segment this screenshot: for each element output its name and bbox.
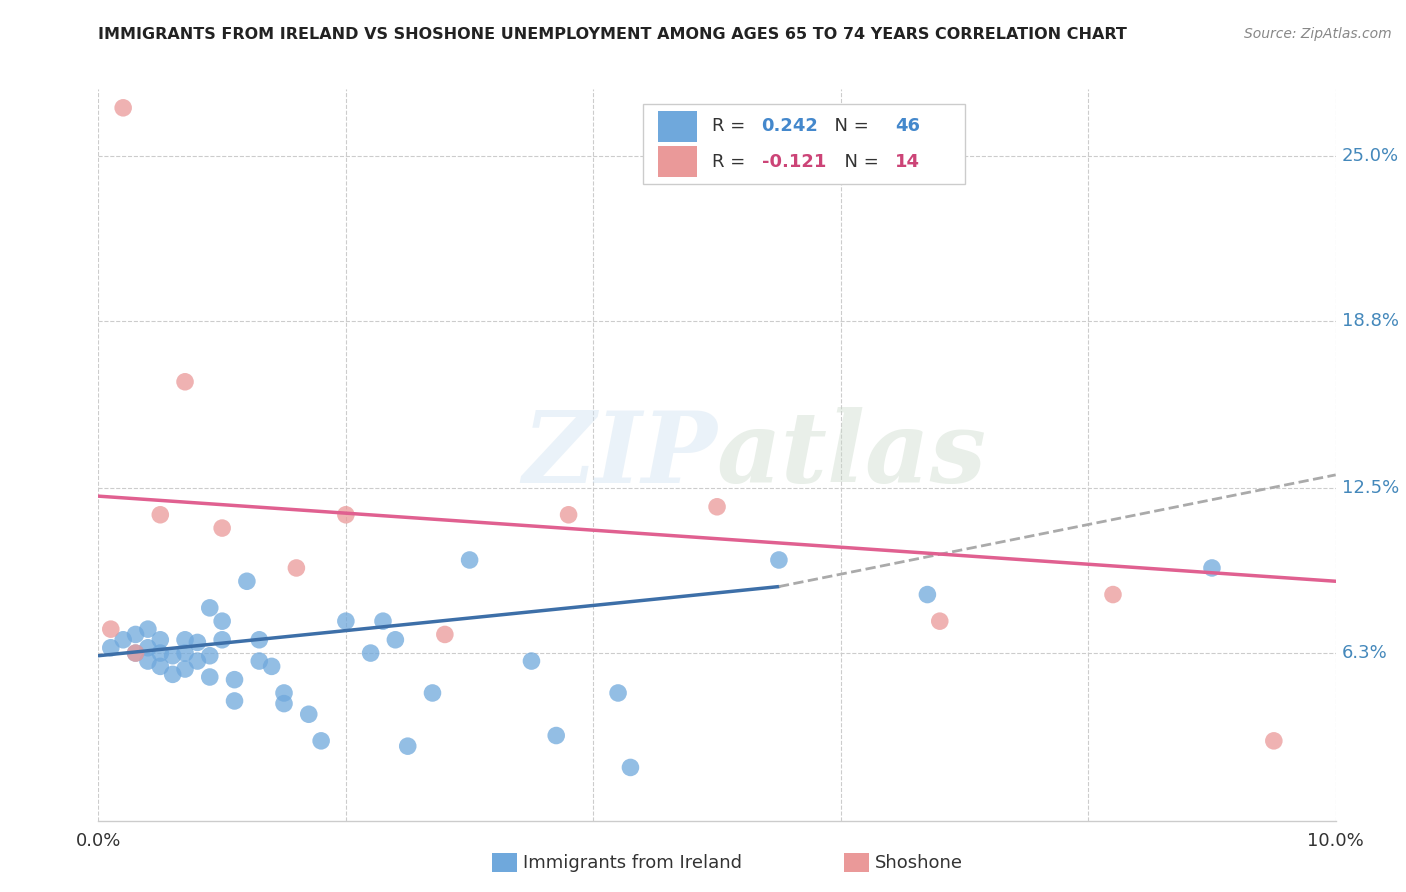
- Point: [149, 646, 172, 660]
- Point: [335, 614, 357, 628]
- Text: ZIP: ZIP: [522, 407, 717, 503]
- Point: [162, 667, 184, 681]
- Point: [557, 508, 579, 522]
- Point: [371, 614, 394, 628]
- Text: IMMIGRANTS FROM IRELAND VS SHOSHONE UNEMPLOYMENT AMONG AGES 65 TO 74 YEARS CORRE: IMMIGRANTS FROM IRELAND VS SHOSHONE UNEM…: [98, 27, 1128, 42]
- Point: [928, 614, 950, 628]
- Point: [273, 697, 295, 711]
- Point: [211, 632, 233, 647]
- Point: [520, 654, 543, 668]
- Point: [384, 632, 406, 647]
- Text: R =: R =: [711, 153, 751, 170]
- Point: [1263, 734, 1285, 748]
- Point: [174, 662, 197, 676]
- FancyBboxPatch shape: [658, 112, 697, 142]
- Text: 46: 46: [896, 118, 921, 136]
- Point: [224, 694, 246, 708]
- FancyBboxPatch shape: [658, 146, 697, 177]
- Point: [285, 561, 308, 575]
- Point: [149, 508, 172, 522]
- Point: [917, 588, 939, 602]
- Point: [335, 508, 357, 522]
- Text: 14: 14: [896, 153, 921, 170]
- Text: N =: N =: [834, 153, 884, 170]
- Point: [247, 632, 270, 647]
- Point: [112, 632, 135, 647]
- Point: [309, 734, 332, 748]
- Point: [236, 574, 259, 589]
- Point: [298, 707, 321, 722]
- Point: [100, 622, 122, 636]
- Point: [706, 500, 728, 514]
- Text: Shoshone: Shoshone: [875, 855, 963, 872]
- Text: 6.3%: 6.3%: [1341, 644, 1388, 662]
- Text: Source: ZipAtlas.com: Source: ZipAtlas.com: [1244, 27, 1392, 41]
- Point: [198, 648, 221, 663]
- Point: [124, 646, 146, 660]
- Point: [224, 673, 246, 687]
- Point: [100, 640, 122, 655]
- Text: 18.8%: 18.8%: [1341, 311, 1399, 330]
- Point: [174, 632, 197, 647]
- Text: N =: N =: [824, 118, 875, 136]
- Point: [174, 646, 197, 660]
- Point: [768, 553, 790, 567]
- Point: [360, 646, 382, 660]
- Text: Immigrants from Ireland: Immigrants from Ireland: [523, 855, 742, 872]
- Point: [1201, 561, 1223, 575]
- Point: [607, 686, 630, 700]
- Point: [1102, 588, 1125, 602]
- Point: [162, 648, 184, 663]
- Point: [124, 646, 146, 660]
- Point: [136, 640, 159, 655]
- Point: [112, 101, 135, 115]
- FancyBboxPatch shape: [643, 103, 965, 185]
- Point: [619, 760, 641, 774]
- Point: [422, 686, 444, 700]
- Text: 25.0%: 25.0%: [1341, 146, 1399, 165]
- Point: [136, 622, 159, 636]
- Point: [396, 739, 419, 754]
- Text: 0.242: 0.242: [762, 118, 818, 136]
- Point: [211, 521, 233, 535]
- Point: [433, 627, 456, 641]
- Point: [124, 627, 146, 641]
- Point: [260, 659, 283, 673]
- Point: [198, 600, 221, 615]
- Point: [174, 375, 197, 389]
- Point: [186, 654, 208, 668]
- Text: R =: R =: [711, 118, 751, 136]
- Point: [149, 632, 172, 647]
- Text: 12.5%: 12.5%: [1341, 479, 1399, 497]
- Point: [247, 654, 270, 668]
- Text: -0.121: -0.121: [762, 153, 825, 170]
- Point: [211, 614, 233, 628]
- Text: atlas: atlas: [717, 407, 987, 503]
- Point: [273, 686, 295, 700]
- Point: [186, 635, 208, 649]
- Point: [198, 670, 221, 684]
- Point: [149, 659, 172, 673]
- Point: [136, 654, 159, 668]
- Point: [458, 553, 481, 567]
- Point: [546, 729, 568, 743]
